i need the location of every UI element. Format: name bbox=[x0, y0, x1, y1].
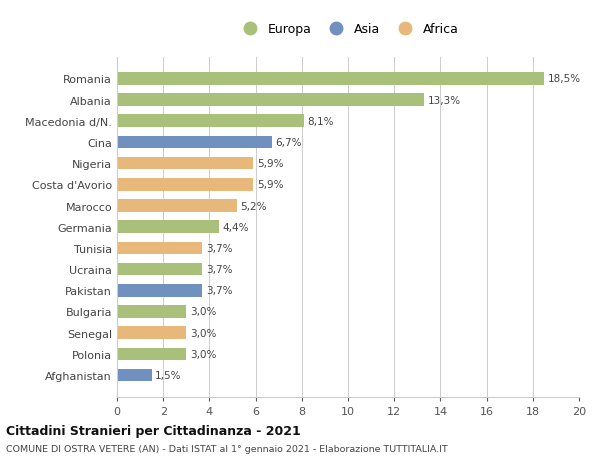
Text: Cittadini Stranieri per Cittadinanza - 2021: Cittadini Stranieri per Cittadinanza - 2… bbox=[6, 424, 301, 437]
Text: 3,7%: 3,7% bbox=[206, 243, 232, 253]
Legend: Europa, Asia, Africa: Europa, Asia, Africa bbox=[234, 19, 462, 40]
Text: 3,7%: 3,7% bbox=[206, 264, 232, 274]
Text: 6,7%: 6,7% bbox=[275, 138, 302, 148]
Bar bbox=[117, 327, 187, 339]
Text: 3,0%: 3,0% bbox=[190, 328, 216, 338]
Bar bbox=[117, 73, 544, 85]
Bar bbox=[117, 115, 304, 128]
Text: 3,7%: 3,7% bbox=[206, 285, 232, 296]
Text: 3,0%: 3,0% bbox=[190, 349, 216, 359]
Text: 13,3%: 13,3% bbox=[428, 95, 461, 105]
Bar bbox=[117, 136, 272, 149]
Bar bbox=[117, 263, 202, 276]
Bar bbox=[117, 348, 187, 360]
Text: 3,0%: 3,0% bbox=[190, 307, 216, 317]
Text: 8,1%: 8,1% bbox=[308, 117, 334, 126]
Text: 4,4%: 4,4% bbox=[222, 222, 248, 232]
Text: COMUNE DI OSTRA VETERE (AN) - Dati ISTAT al 1° gennaio 2021 - Elaborazione TUTTI: COMUNE DI OSTRA VETERE (AN) - Dati ISTAT… bbox=[6, 444, 448, 453]
Bar bbox=[117, 221, 218, 234]
Bar bbox=[117, 369, 152, 381]
Text: 5,2%: 5,2% bbox=[241, 201, 267, 211]
Text: 5,9%: 5,9% bbox=[257, 180, 283, 190]
Bar bbox=[117, 242, 202, 255]
Bar bbox=[117, 305, 187, 318]
Bar bbox=[117, 179, 253, 191]
Text: 18,5%: 18,5% bbox=[548, 74, 581, 84]
Text: 1,5%: 1,5% bbox=[155, 370, 182, 380]
Bar bbox=[117, 157, 253, 170]
Bar bbox=[117, 284, 202, 297]
Text: 5,9%: 5,9% bbox=[257, 159, 283, 169]
Bar bbox=[117, 200, 237, 213]
Bar bbox=[117, 94, 424, 106]
